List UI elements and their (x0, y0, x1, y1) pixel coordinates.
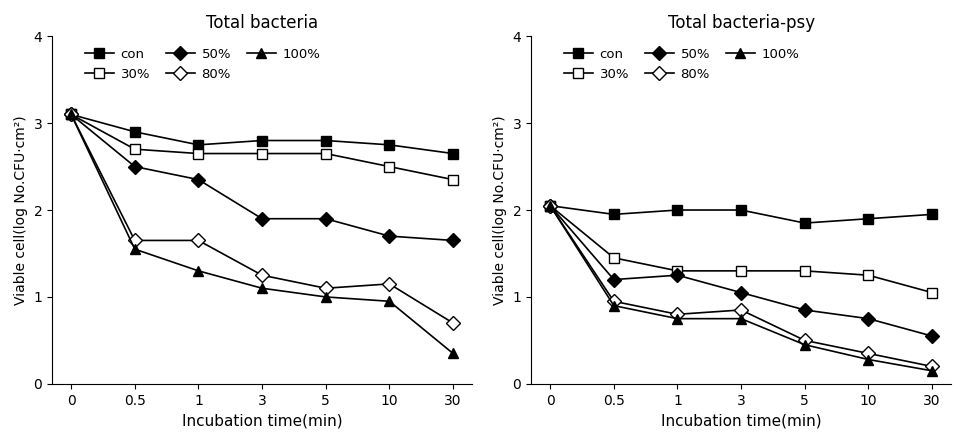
Line: 100%: 100% (67, 110, 457, 358)
con (735, 207, 747, 213)
Legend: con, 30%, 50%, 80%, 100%: con, 30%, 50%, 80%, 100% (559, 43, 805, 86)
Y-axis label: Viable cell(log No.CFU·cm²): Viable cell(log No.CFU·cm²) (493, 115, 507, 305)
100% (608, 303, 620, 308)
con (863, 216, 874, 221)
30% (66, 112, 77, 117)
100% (447, 351, 458, 356)
80% (672, 312, 683, 317)
30% (193, 151, 205, 156)
100% (383, 299, 395, 304)
Line: 80%: 80% (67, 110, 457, 328)
50% (383, 233, 395, 239)
con (672, 207, 683, 213)
80% (66, 112, 77, 117)
80% (735, 307, 747, 312)
30% (383, 164, 395, 169)
Line: 50%: 50% (67, 110, 457, 245)
Line: 100%: 100% (545, 201, 937, 376)
50% (608, 277, 620, 282)
con (257, 138, 268, 143)
30% (799, 268, 811, 274)
80% (320, 286, 332, 291)
Legend: con, 30%, 50%, 80%, 100%: con, 30%, 50%, 80%, 100% (80, 43, 325, 86)
80% (799, 338, 811, 343)
80% (257, 273, 268, 278)
30% (608, 255, 620, 260)
80% (129, 238, 141, 243)
80% (608, 299, 620, 304)
50% (863, 316, 874, 321)
Line: 80%: 80% (545, 201, 937, 371)
30% (863, 273, 874, 278)
con (447, 151, 458, 156)
80% (193, 238, 205, 243)
con (193, 142, 205, 148)
con (383, 142, 395, 148)
Line: 50%: 50% (545, 201, 937, 341)
con (129, 129, 141, 134)
80% (447, 320, 458, 326)
Line: con: con (545, 201, 937, 228)
100% (672, 316, 683, 321)
100% (544, 203, 556, 208)
Title: Total bacteria: Total bacteria (206, 14, 318, 32)
100% (320, 294, 332, 300)
Line: 30%: 30% (545, 201, 937, 297)
50% (129, 164, 141, 169)
50% (735, 290, 747, 295)
con (544, 203, 556, 208)
80% (863, 351, 874, 356)
Title: Total bacteria-psy: Total bacteria-psy (668, 14, 814, 32)
30% (320, 151, 332, 156)
80% (383, 281, 395, 286)
50% (193, 177, 205, 182)
con (799, 221, 811, 226)
Y-axis label: Viable cell(log No.CFU·cm²): Viable cell(log No.CFU·cm²) (14, 115, 28, 305)
30% (129, 147, 141, 152)
X-axis label: Incubation time(min): Incubation time(min) (181, 413, 343, 428)
50% (257, 216, 268, 221)
50% (447, 238, 458, 243)
30% (544, 203, 556, 208)
30% (735, 268, 747, 274)
100% (193, 268, 205, 274)
30% (926, 290, 938, 295)
con (66, 112, 77, 117)
30% (447, 177, 458, 182)
con (320, 138, 332, 143)
Line: 30%: 30% (67, 110, 457, 184)
50% (66, 112, 77, 117)
X-axis label: Incubation time(min): Incubation time(min) (661, 413, 821, 428)
100% (926, 368, 938, 373)
100% (735, 316, 747, 321)
50% (799, 307, 811, 312)
Line: con: con (67, 110, 457, 158)
100% (129, 247, 141, 252)
50% (672, 273, 683, 278)
100% (257, 286, 268, 291)
80% (926, 364, 938, 369)
50% (926, 333, 938, 339)
100% (863, 357, 874, 362)
con (926, 212, 938, 217)
30% (672, 268, 683, 274)
50% (320, 216, 332, 221)
30% (257, 151, 268, 156)
50% (544, 203, 556, 208)
con (608, 212, 620, 217)
100% (66, 112, 77, 117)
80% (544, 203, 556, 208)
100% (799, 342, 811, 347)
